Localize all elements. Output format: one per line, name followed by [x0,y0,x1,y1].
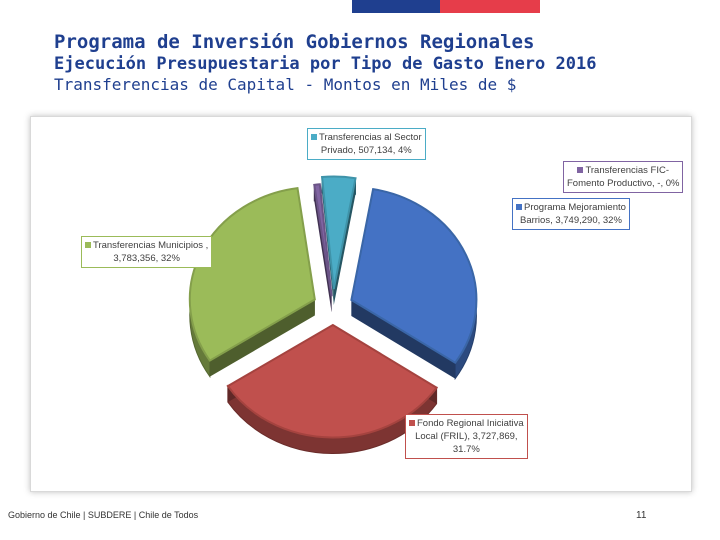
top-color-bar [352,0,540,13]
page-subtitle: Ejecución Presupuestaria por Tipo de Gas… [54,54,597,74]
pie-slice-transferencias-al-sector-privado [320,175,357,290]
legend-key-barrios [516,204,522,211]
label-privado-text: Transferencias al Sector Privado, 507,13… [319,132,422,156]
page-number: 11 [636,510,647,521]
pie-slice-transferencias-municipios [188,186,316,362]
top-bar-blue [352,0,440,13]
chart-frame: Transferencias al Sector Privado, 507,13… [30,116,692,492]
pie-slice-fondo-regional-iniciativa-local-fril- [226,323,439,439]
legend-key-fril [409,420,415,427]
label-municipios: Transferencias Municipios , 3,783,356, 3… [81,236,213,268]
page-subtitle-units: Transferencias de Capital - Montos en Mi… [54,75,517,94]
pie-chart [188,175,478,454]
label-fic: Transferencias FIC- Fomento Productivo, … [563,161,684,193]
label-fril: Fondo Regional Iniciativa Local (FRIL), … [405,414,528,459]
label-fic-text: Transferencias FIC- Fomento Productivo, … [567,165,680,189]
legend-key-privado [311,134,317,141]
label-municipios-text: Transferencias Municipios , 3,783,356, 3… [93,240,209,264]
pie-slice-programa-mejoramiento-barrios [350,188,478,364]
label-fril-text: Fondo Regional Iniciativa Local (FRIL), … [415,418,524,455]
label-barrios: Programa Mejoramiento Barrios, 3,749,290… [512,198,630,230]
pie-slice-edge-0-1 [351,299,456,379]
label-privado: Transferencias al Sector Privado, 507,13… [307,128,426,160]
pie-slice-edge-2-0 [209,299,315,377]
footer-text: Gobierno de Chile | SUBDERE | Chile de T… [8,510,199,520]
legend-key-municipios [85,242,91,249]
page-title: Programa de Inversión Gobiernos Regional… [54,31,535,53]
label-barrios-text: Programa Mejoramiento Barrios, 3,749,290… [519,202,626,226]
legend-key-fic [577,167,584,174]
pie-slice-transferencias-fic-fomento-productivo [313,183,333,297]
top-bar-red [440,0,540,13]
